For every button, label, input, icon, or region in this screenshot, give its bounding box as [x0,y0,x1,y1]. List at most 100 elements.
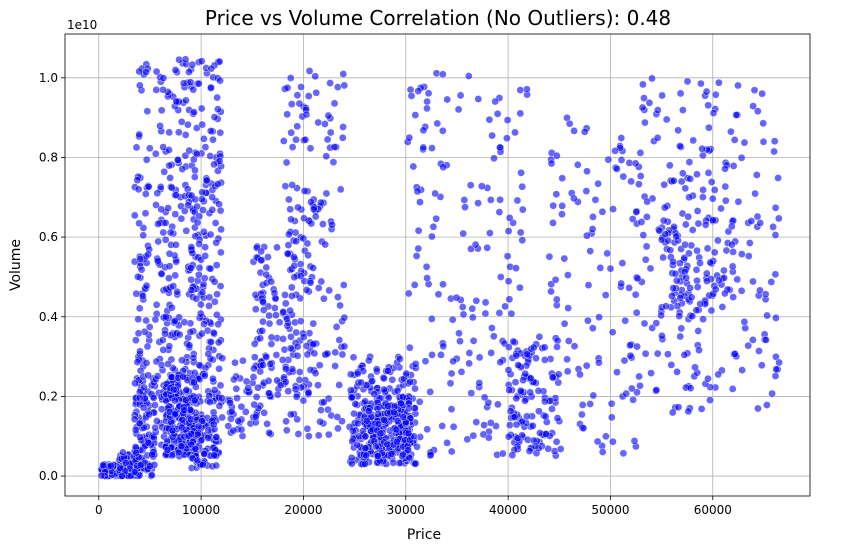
data-point [636,149,645,157]
data-point [768,389,776,398]
data-point [292,135,300,144]
data-point [163,446,172,454]
data-point [218,354,227,363]
data-point [198,329,206,338]
data-point [293,91,302,100]
data-point [339,281,348,289]
data-point [198,120,207,129]
data-point [165,128,174,137]
data-point [404,289,413,298]
data-point [549,219,557,227]
data-point [438,422,447,430]
data-point [200,134,208,143]
data-point [468,304,477,313]
data-point [294,430,303,438]
data-point [564,337,573,345]
data-point [504,366,513,374]
data-point [237,402,246,411]
data-point [364,356,373,365]
data-point [157,361,166,369]
data-point [216,282,225,290]
data-point [475,353,484,362]
data-point [210,277,219,286]
data-point [471,240,480,249]
data-point [212,238,221,247]
data-point [419,126,428,135]
data-point [434,290,443,299]
data-point [715,276,723,285]
data-point [380,374,388,383]
data-point [281,299,290,308]
data-point [334,293,342,301]
data-point [213,180,222,188]
data-point [459,310,468,319]
data-point [763,311,771,320]
data-point [678,169,687,178]
data-point [307,219,316,228]
data-point [361,397,370,406]
data-point [159,228,168,237]
data-point [194,422,203,431]
data-point [683,77,692,86]
y-tick-label: 0.8 [39,150,58,164]
data-point [361,432,370,441]
data-point [512,264,520,273]
data-point [198,288,207,297]
data-point [646,264,655,273]
data-point [526,374,535,383]
data-point [751,189,759,198]
data-point [322,189,331,198]
data-point [250,364,258,373]
data-point [392,437,401,446]
data-point [209,328,218,337]
data-point [131,379,139,388]
data-point [428,144,436,152]
data-point [699,186,707,194]
data-point [267,277,276,286]
data-point [631,290,640,299]
data-point [518,205,527,214]
data-point [145,462,154,471]
data-point [609,437,617,446]
data-point [613,165,621,173]
data-point [487,349,496,357]
data-point [439,280,447,289]
data-point [198,460,207,469]
data-point [503,134,511,143]
y-tick-label: 0.2 [39,389,58,403]
data-point [177,117,186,126]
data-point [210,297,219,306]
data-point [518,236,527,245]
data-point [759,119,768,128]
data-point [148,471,156,479]
data-point [302,110,311,119]
data-point [145,144,154,153]
data-point [309,264,318,272]
data-point [297,83,305,91]
data-point [144,250,153,259]
data-point [324,405,332,414]
data-point [234,417,243,425]
data-point [325,286,334,295]
data-point [285,195,293,204]
data-point [290,253,298,261]
data-point [595,313,603,322]
data-point [333,83,342,91]
data-point [447,447,456,456]
data-point [422,262,431,271]
data-point [290,273,299,282]
data-point [556,445,565,453]
data-point [136,433,145,442]
data-point [410,281,419,289]
data-point [558,210,566,219]
data-point [144,182,153,191]
data-point [281,291,289,299]
data-point [642,242,651,251]
data-point [709,109,718,117]
data-point [130,467,139,476]
data-point [262,263,271,272]
data-point [239,356,247,365]
data-point [323,135,332,144]
data-point [405,343,414,352]
data-point [191,445,200,453]
